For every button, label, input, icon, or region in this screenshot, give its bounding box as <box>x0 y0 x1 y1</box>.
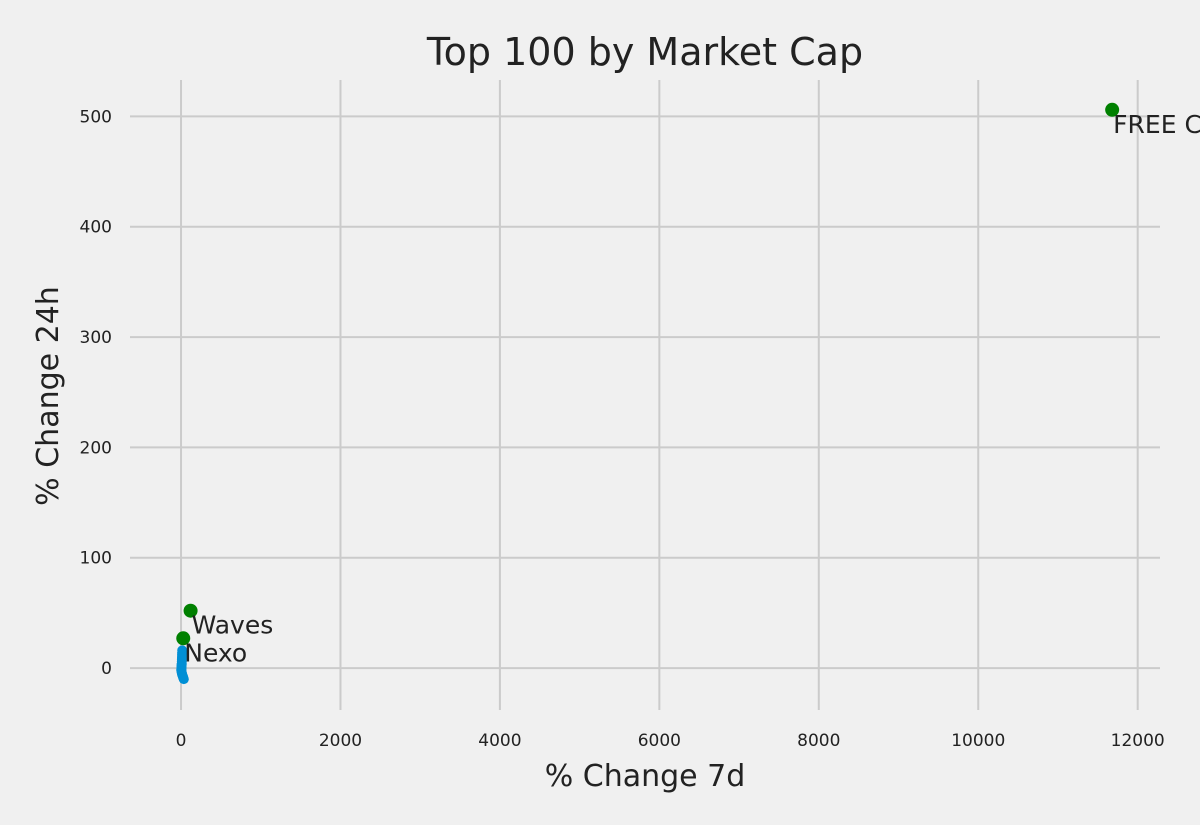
data-point <box>1105 102 1120 117</box>
data-point <box>178 674 189 685</box>
y-axis-label: % Change 24h <box>31 286 66 506</box>
x-tick-label: 10000 <box>951 731 1005 751</box>
data-point <box>183 603 198 618</box>
x-tick-label: 4000 <box>478 731 521 751</box>
x-tick-label: 6000 <box>638 731 681 751</box>
data-points <box>176 102 1120 685</box>
y-tick-label: 200 <box>80 438 112 458</box>
y-tick-label: 0 <box>101 659 112 679</box>
tick-labels: 0 2000 4000 6000 8000 10000 12000 0 100 200 300 400… <box>80 107 1165 751</box>
point-label: FREE C <box>1113 110 1200 139</box>
x-axis-label: % Change 7d <box>545 759 746 794</box>
x-tick-label: 8000 <box>797 731 840 751</box>
point-label: Nexo <box>184 638 247 667</box>
x-tick-label: 0 <box>176 731 187 751</box>
data-point <box>176 631 191 646</box>
y-tick-label: 400 <box>80 218 112 238</box>
x-tick-label: 12000 <box>1111 731 1165 751</box>
y-tick-label: 500 <box>80 107 112 127</box>
y-tick-label: 100 <box>80 549 112 569</box>
point-label: Waves <box>192 611 274 640</box>
x-tick-label: 2000 <box>319 731 362 751</box>
chart-title: Top 100 by Market Cap <box>426 30 863 74</box>
y-tick-label: 300 <box>80 328 112 348</box>
grid-lines <box>130 80 1160 710</box>
